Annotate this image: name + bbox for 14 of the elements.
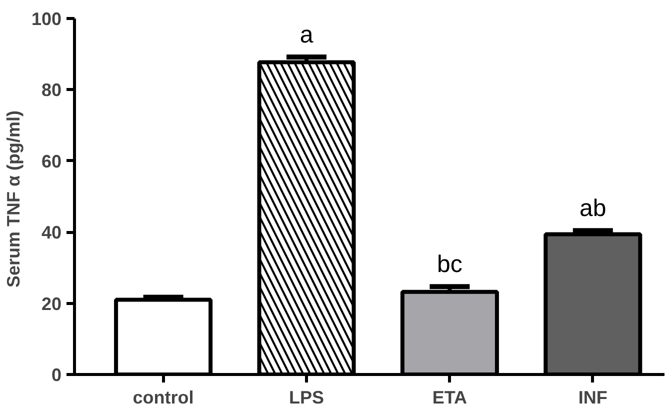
y-axis-title: Serum TNF α (pg/ml)	[3, 110, 24, 288]
x-tick-label: ETA	[432, 388, 468, 408]
y-tick-label: 0	[51, 365, 62, 385]
y-tick-label: 80	[41, 80, 62, 100]
y-tick-label: 40	[41, 222, 62, 243]
annotation: bc	[437, 251, 462, 278]
x-tick-label: control	[132, 388, 194, 408]
y-tick-label: 100	[31, 9, 62, 29]
annotation: ab	[580, 195, 606, 222]
y-tick-label: 20	[41, 294, 62, 314]
x-tick-label: LPS	[288, 388, 324, 408]
annotation: a	[300, 21, 314, 48]
y-tick-label: 60	[41, 151, 62, 172]
x-tick-label: INF	[578, 388, 608, 408]
